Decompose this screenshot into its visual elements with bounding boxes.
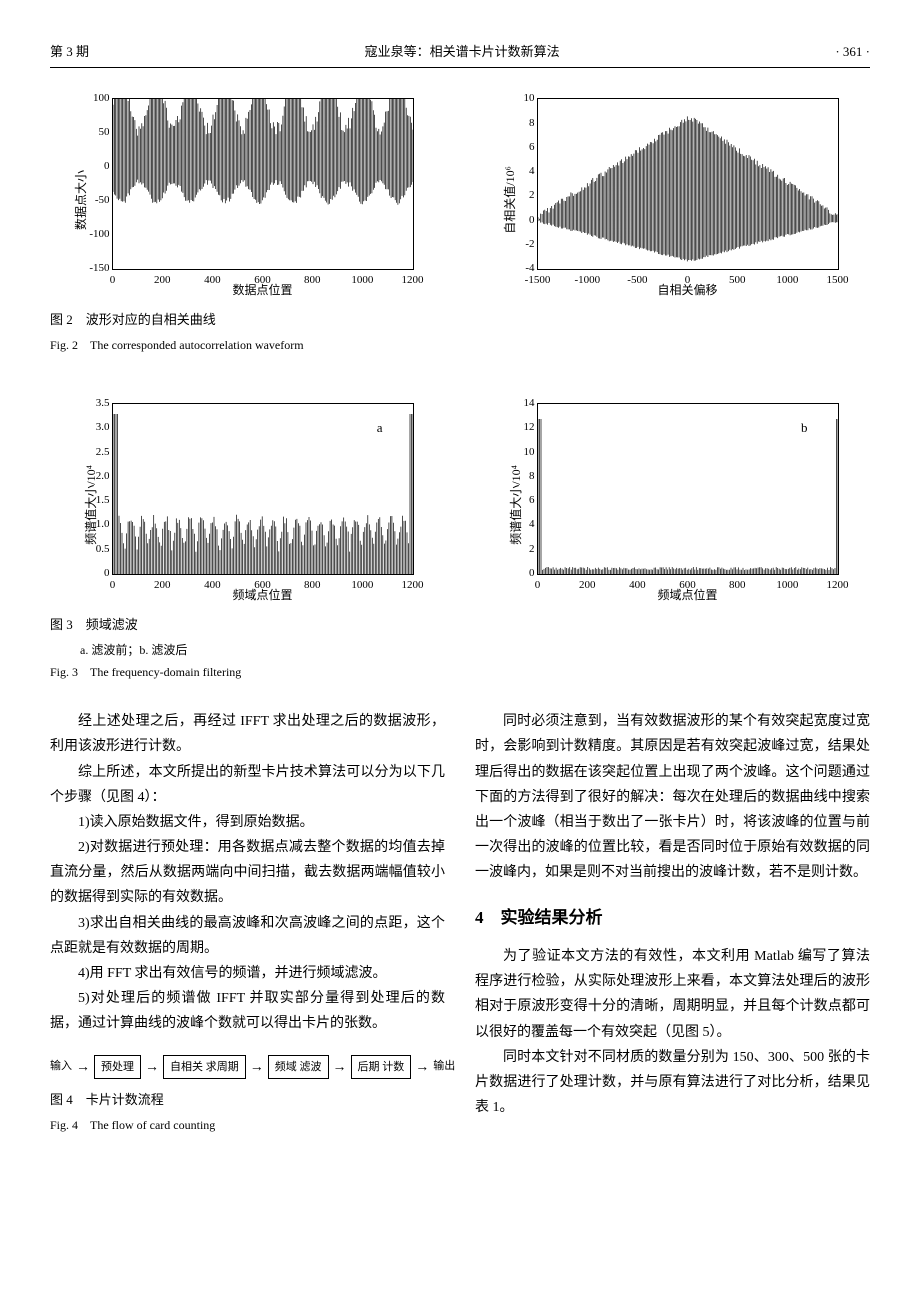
para-4: 2)对数据进行预处理：用各数据点减去整个数据的均值去掉直流分量，然后从数据两端向… — [50, 835, 445, 911]
arrow-icon: → — [250, 1055, 264, 1080]
fig4-flowchart: 输入 → 预处理 → 自相关 求周期 → 频域 滤波 → 后期 计数 → 输出 — [50, 1055, 445, 1080]
para-6: 4)用 FFT 求出有效信号的频谱，并进行频域滤波。 — [50, 961, 445, 986]
flow-box-3: 频域 滤波 — [268, 1055, 329, 1079]
fig3-caption-en: Fig. 3 The frequency-domain filtering — [50, 662, 445, 684]
arrow-icon: → — [145, 1055, 159, 1080]
arrow-icon: → — [415, 1055, 429, 1080]
fig2-row: 数据点大小 100 50 0 -50 -100 -150 0 200 400 — [50, 88, 870, 373]
waveform-chart — [113, 99, 413, 269]
fig2-caption-en: Fig. 2 The corresponded autocorrelation … — [50, 335, 445, 357]
para-3: 1)读入原始数据文件，得到原始数据。 — [50, 810, 445, 835]
para-r2: 为了验证本文方法的有效性，本文利用 Matlab 编写了算法程序进行检验，从实际… — [475, 944, 870, 1045]
fig2-right-chart: 自相关值/10⁶ 10 8 6 4 2 0 -2 -4 -1500 -1000 … — [505, 98, 870, 302]
running-title: 寇业泉等：相关谱卡片计数新算法 — [365, 40, 560, 63]
arrow-icon: → — [76, 1055, 90, 1080]
fig3b-chart: 频谱值大小/10⁴ b 14 12 10 8 6 4 2 0 0 200 400… — [505, 403, 870, 607]
spectrum-b — [538, 404, 838, 574]
left-column: 经上述处理之后，再经过 IFFT 求出处理之后的数据波形，利用该波形进行计数。 … — [50, 709, 445, 1153]
para-r3: 同时本文针对不同材质的数量分别为 150、300、500 张的卡片数据进行了处理… — [475, 1045, 870, 1121]
issue-number: 第 3 期 — [50, 40, 89, 63]
fig3-sub-caption: a. 滤波前；b. 滤波后 — [80, 640, 445, 662]
para-1: 经上述处理之后，再经过 IFFT 求出处理之后的数据波形，利用该波形进行计数。 — [50, 709, 445, 759]
flow-box-4: 后期 计数 — [351, 1055, 412, 1079]
fig2-caption-cn: 图 2 波形对应的自相关曲线 — [50, 308, 445, 331]
running-header: 第 3 期 寇业泉等：相关谱卡片计数新算法 · 361 · — [50, 40, 870, 68]
page-number: · 361 · — [835, 40, 870, 63]
para-r1: 同时必须注意到，当有效数据波形的某个有效突起宽度过宽时，会影响到计数精度。其原因… — [475, 709, 870, 885]
fig3a-chart: 频谱值大小/10⁴ a 3.5 3.0 2.5 2.0 1.5 1.0 0.5 … — [80, 403, 445, 607]
fig3-row: 频谱值大小/10⁴ a 3.5 3.0 2.5 2.0 1.5 1.0 0.5 … — [50, 393, 870, 699]
fig4-caption-cn: 图 4 卡片计数流程 — [50, 1088, 445, 1111]
right-column: 同时必须注意到，当有效数据波形的某个有效突起宽度过宽时，会影响到计数精度。其原因… — [475, 709, 870, 1153]
flow-box-2: 自相关 求周期 — [163, 1055, 246, 1079]
spectrum-a — [113, 404, 413, 574]
section-4-title: 4 实验结果分析 — [475, 903, 870, 934]
autocorr-chart — [538, 99, 838, 269]
para-5: 3)求出自相关曲线的最高波峰和次高波峰之间的点距，这个点距就是有效数据的周期。 — [50, 911, 445, 961]
flow-box-1: 预处理 — [94, 1055, 141, 1079]
fig2-left-chart: 数据点大小 100 50 0 -50 -100 -150 0 200 400 — [80, 98, 445, 302]
para-7: 5)对处理后的频谱做 IFFT 并取实部分量得到处理后的数据，通过计算曲线的波峰… — [50, 986, 445, 1036]
para-2: 综上所述，本文所提出的新型卡片技术算法可以分为以下几个步骤（见图 4）： — [50, 760, 445, 810]
fig4-caption-en: Fig. 4 The flow of card counting — [50, 1115, 445, 1137]
fig3-caption-cn: 图 3 频域滤波 — [50, 613, 445, 636]
arrow-icon: → — [333, 1055, 347, 1080]
body-columns: 经上述处理之后，再经过 IFFT 求出处理之后的数据波形，利用该波形进行计数。 … — [50, 709, 870, 1153]
